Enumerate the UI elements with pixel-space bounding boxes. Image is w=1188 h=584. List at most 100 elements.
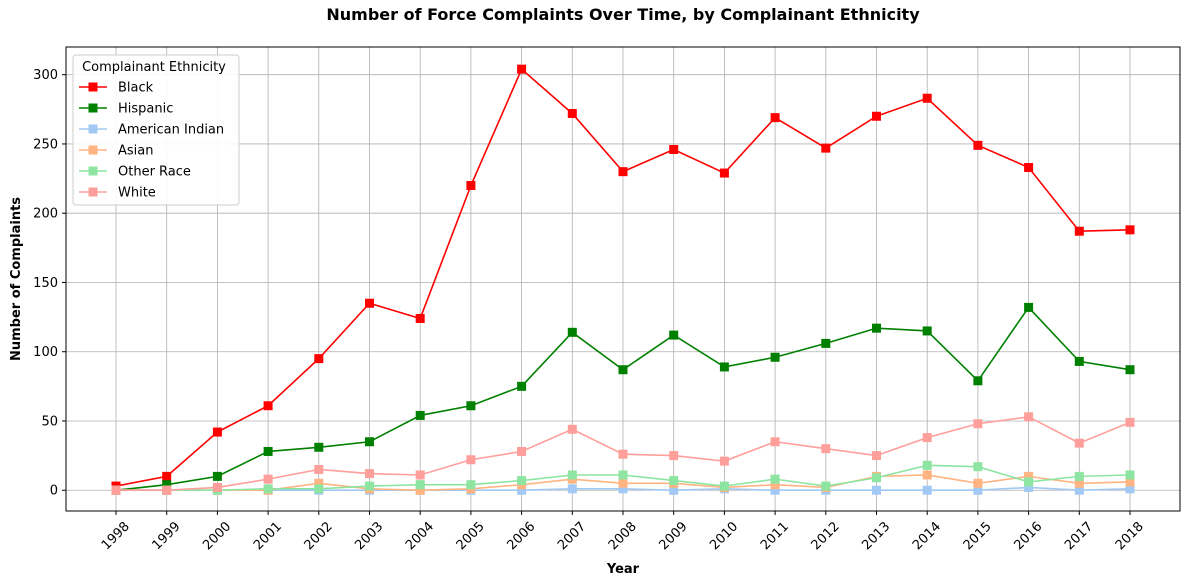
data-point: White 1999: 0 xyxy=(162,485,172,495)
x-tick-label: 2004 xyxy=(403,519,437,553)
x-tick-label: 2002 xyxy=(302,519,336,553)
data-point: Black 2015: 249 xyxy=(973,140,983,150)
data-point: Black 2009: 246 xyxy=(669,144,679,154)
data-point: White 1998: 0 xyxy=(111,485,121,495)
data-point: American Indian 2009: 0 xyxy=(669,485,679,495)
data-point: Hispanic 2001: 28 xyxy=(263,446,273,456)
data-point: Hispanic 2015: 79 xyxy=(973,376,983,386)
data-point: Hispanic 2018: 87 xyxy=(1125,365,1135,375)
data-point: Other Race 2006: 7 xyxy=(517,476,527,486)
x-tick-label: 2006 xyxy=(504,519,538,553)
data-point: Hispanic 2017: 93 xyxy=(1074,356,1084,366)
x-axis-label: Year xyxy=(606,562,640,577)
chart-title: Number of Force Complaints Over Time, by… xyxy=(326,5,920,24)
data-point: Black 2010: 229 xyxy=(719,168,729,178)
x-tick-label: 2014 xyxy=(910,519,944,553)
data-point: American Indian 2011: 0 xyxy=(770,485,780,495)
data-point: White 2015: 48 xyxy=(973,419,983,429)
data-point: Black 2017: 187 xyxy=(1074,226,1084,236)
x-tick-label: 2000 xyxy=(200,519,234,553)
x-tick-label: 2016 xyxy=(1011,519,1045,553)
data-point: American Indian 2013: 0 xyxy=(872,485,881,495)
data-point: Hispanic 2006: 75 xyxy=(517,381,527,391)
data-point: American Indian 2008: 1 xyxy=(618,484,628,494)
y-tick-label: 100 xyxy=(33,345,58,360)
data-point: American Indian 2014: 0 xyxy=(922,485,932,495)
legend-item: White xyxy=(79,186,156,201)
data-point: Hispanic 2016: 132 xyxy=(1024,302,1034,312)
y-tick-label: 50 xyxy=(41,414,58,429)
data-point: White 2018: 49 xyxy=(1125,417,1135,427)
data-point: Hispanic 2012: 106 xyxy=(821,338,831,348)
data-point: Hispanic 2000: 10 xyxy=(212,471,222,481)
x-tick-label: 2009 xyxy=(657,519,691,553)
data-point: Asian 2017: 5 xyxy=(1074,478,1084,488)
legend-item: Black xyxy=(79,81,154,96)
y-tick-label: 300 xyxy=(33,68,58,83)
data-point: Black 2006: 304 xyxy=(517,64,527,74)
data-point: Asian 2011: 4 xyxy=(770,480,780,490)
data-point: Black 2018: 188 xyxy=(1125,225,1135,235)
x-tick-label: 2011 xyxy=(758,519,792,553)
data-point: American Indian 2017: 0 xyxy=(1074,485,1084,495)
legend-marker xyxy=(88,187,98,197)
x-tick-label: 1998 xyxy=(99,519,133,553)
data-point: Other Race 2001: 1 xyxy=(263,484,273,494)
legend-label: Asian xyxy=(118,144,153,159)
legend-label: White xyxy=(118,186,156,201)
data-point: Other Race 2008: 11 xyxy=(618,470,628,480)
data-point: White 2004: 11 xyxy=(415,470,425,480)
data-point: White 2000: 2 xyxy=(212,482,222,492)
data-point: Black 2004: 124 xyxy=(415,313,425,323)
legend-label: Other Race xyxy=(118,165,191,180)
data-point: White 2001: 8 xyxy=(263,474,273,484)
legend-marker xyxy=(88,145,98,155)
data-point: Asian 2018: 6 xyxy=(1125,477,1135,487)
data-point: Other Race 2003: 3 xyxy=(365,481,374,491)
data-point: White 2009: 25 xyxy=(669,451,679,461)
data-point: Hispanic 2010: 89 xyxy=(719,362,729,372)
data-point: White 2013: 25 xyxy=(872,451,881,461)
legend-marker xyxy=(88,166,98,176)
legend-marker xyxy=(88,103,98,113)
data-point: Hispanic 2004: 54 xyxy=(415,410,425,420)
data-point: Hispanic 2002: 31 xyxy=(314,442,324,452)
data-point: Other Race 2007: 11 xyxy=(567,470,577,480)
data-point: Hispanic 2009: 112 xyxy=(669,330,679,340)
data-point: Hispanic 1999: 4 xyxy=(162,480,172,490)
data-point: Black 2002: 95 xyxy=(314,354,324,364)
data-point: Other Race 2009: 7 xyxy=(669,476,679,486)
data-point: Asian 2014: 11 xyxy=(922,470,932,480)
y-axis-label: Number of Complaints xyxy=(9,197,24,361)
data-point: Other Race 2016: 6 xyxy=(1024,477,1034,487)
data-point: Hispanic 2007: 114 xyxy=(567,327,577,337)
y-tick-label: 150 xyxy=(33,276,58,291)
data-point: White 2003: 12 xyxy=(365,469,374,479)
data-point: Hispanic 2013: 117 xyxy=(872,323,881,333)
data-point: White 2016: 53 xyxy=(1024,412,1034,422)
data-point: Black 2016: 233 xyxy=(1024,163,1034,173)
data-point: American Indian 2016: 2 xyxy=(1024,482,1034,492)
data-point: White 2010: 21 xyxy=(719,456,729,466)
x-tick-label: 1999 xyxy=(150,519,184,553)
x-tick-label: 2010 xyxy=(707,519,741,553)
data-point: Black 2011: 269 xyxy=(770,113,780,123)
data-point: White 2007: 44 xyxy=(567,424,577,434)
data-point: White 2011: 35 xyxy=(770,437,780,447)
y-tick-label: 250 xyxy=(33,137,58,152)
x-tick-label: 2017 xyxy=(1062,519,1096,553)
data-point: Other Race 2015: 17 xyxy=(973,462,983,472)
data-point: American Indian 2015: 0 xyxy=(973,485,983,495)
legend-label: Black xyxy=(118,81,154,96)
legend-title: Complainant Ethnicity xyxy=(82,60,226,75)
data-point: White 2005: 22 xyxy=(466,455,476,465)
data-point: Other Race 2011: 8 xyxy=(770,474,780,484)
x-tick-label: 2008 xyxy=(606,519,640,553)
x-tick-label: 2018 xyxy=(1113,519,1147,553)
legend-label: American Indian xyxy=(118,123,224,138)
data-point: Other Race 2018: 11 xyxy=(1125,470,1135,480)
x-tick-label: 2013 xyxy=(859,519,893,553)
legend-label: Hispanic xyxy=(118,102,173,117)
data-point: Black 2005: 220 xyxy=(466,181,476,191)
